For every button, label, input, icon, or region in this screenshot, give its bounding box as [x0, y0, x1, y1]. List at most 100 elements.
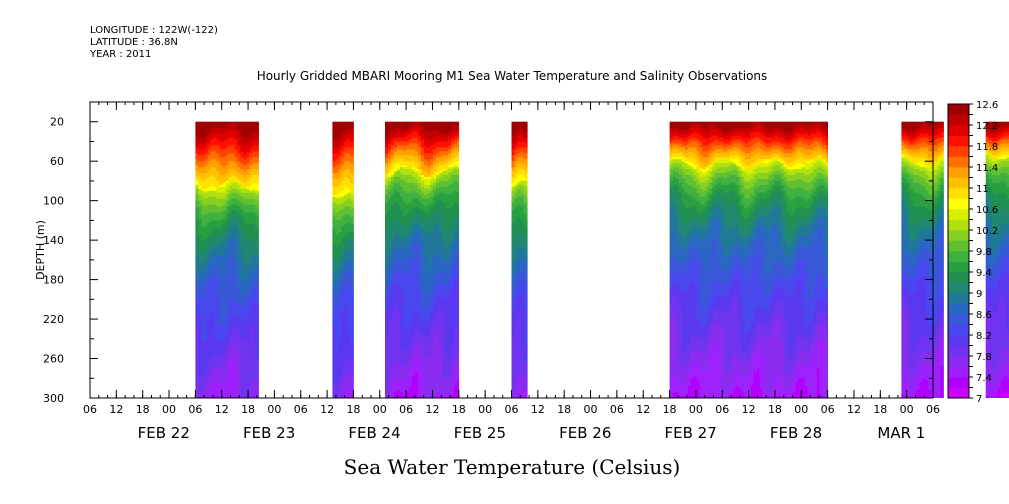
colorbar-label: 9	[976, 289, 982, 300]
colorbar-label: 11.8	[976, 142, 998, 153]
colorbar-swatch	[948, 114, 969, 126]
colorbar-swatch	[948, 230, 969, 241]
colorbar: 7 7.4 7.8 8.2 8.6 9 9.4 9.8 10.2 10.6 11 11.4 11.8 12…	[947, 100, 998, 405]
colorbar-label: 12.2	[976, 121, 998, 132]
colorbar-label: 8.2	[976, 331, 992, 342]
x-tick-label: 12	[847, 403, 861, 416]
data-segment	[511, 121, 528, 398]
colorbar-label: 10.6	[976, 205, 998, 216]
colorbar-swatch	[948, 240, 969, 252]
x-tick-label: 18	[346, 403, 360, 416]
day-label: FEB 25	[454, 424, 506, 442]
data-segment	[195, 121, 259, 399]
colorbar-swatch	[948, 282, 969, 294]
x-axis-title: Sea Water Temperature (Celsius)	[343, 455, 681, 479]
colorbar-swatch	[948, 209, 969, 220]
y-axis-label: DEPTH (m)	[34, 220, 47, 280]
x-tick-label: 00	[162, 403, 176, 416]
colorbar-swatch	[948, 366, 969, 378]
data-segment	[669, 121, 828, 399]
data-segment	[985, 121, 1009, 398]
x-tick-label: 00	[267, 403, 281, 416]
data-segment	[332, 121, 354, 398]
colorbar-swatch	[948, 314, 969, 325]
data-segment	[385, 121, 460, 398]
x-tick-label: 06	[926, 403, 940, 416]
day-label: FEB 22	[138, 424, 190, 442]
x-tick-label: 00	[900, 403, 914, 416]
colorbar-swatch	[948, 345, 969, 357]
day-label: FEB 23	[243, 424, 295, 442]
colorbar-label: 10.2	[976, 226, 998, 237]
x-tick-label: 00	[478, 403, 492, 416]
y-tick-label: 260	[43, 353, 64, 366]
colorbar-swatch	[948, 104, 969, 115]
x-tick-label: 06	[505, 403, 519, 416]
x-tick-label: 00	[584, 403, 598, 416]
colorbar-label: 8.6	[976, 310, 992, 321]
x-tick-label: 06	[188, 403, 202, 416]
x-tick-label: 06	[715, 403, 729, 416]
longitude-label: LONGITUDE : 122W(-122)	[90, 25, 218, 36]
chart-title: Hourly Gridded MBARI Mooring M1 Sea Wate…	[256, 69, 768, 83]
colorbar-swatch	[948, 198, 969, 210]
year-label: YEAR : 2011	[90, 49, 152, 60]
x-tick-label: 12	[320, 403, 334, 416]
x-tick-label: 18	[241, 403, 255, 416]
latitude-label: LATITUDE : 36.8N	[90, 37, 178, 48]
x-tick-label: 12	[109, 403, 123, 416]
day-label: FEB 26	[559, 424, 611, 442]
colorbar-label: 7	[976, 394, 982, 405]
y-tick-label: 100	[43, 195, 64, 208]
colorbar-swatch	[948, 156, 969, 168]
day-label: FEB 28	[770, 424, 822, 442]
colorbar-label: 9.8	[976, 247, 992, 258]
x-tick-label: 18	[873, 403, 887, 416]
colorbar-label: 7.4	[976, 373, 992, 384]
colorbar-swatch	[948, 177, 969, 189]
colorbar-swatch	[948, 303, 969, 315]
x-tick-label: 00	[689, 403, 703, 416]
x-tick-label: 06	[399, 403, 413, 416]
x-tick-label: 12	[636, 403, 650, 416]
y-tick-label: 180	[43, 274, 64, 287]
colorbar-swatch	[948, 356, 969, 367]
colorbar-swatch	[948, 335, 969, 346]
x-tick-label: 06	[821, 403, 835, 416]
x-tick-label: 12	[425, 403, 439, 416]
x-tick-label: 18	[663, 403, 677, 416]
y-tick-label: 300	[43, 392, 64, 405]
colorbar-swatch	[948, 387, 969, 399]
y-tick-label: 20	[50, 116, 64, 129]
day-label: FEB 24	[348, 424, 400, 442]
colorbar-swatch	[948, 125, 969, 136]
x-tick-label: 06	[610, 403, 624, 416]
colorbar-swatch	[948, 135, 969, 147]
y-tick-label: 220	[43, 313, 64, 326]
colorbar-swatch	[948, 251, 969, 262]
x-tick-label: 06	[294, 403, 308, 416]
colorbar-label: 12.6	[976, 100, 998, 111]
colorbar-swatch	[948, 146, 969, 157]
colorbar-swatch	[948, 261, 969, 273]
x-tick-label: 18	[136, 403, 150, 416]
colorbar-label: 9.4	[976, 268, 992, 279]
colorbar-swatch	[948, 167, 969, 178]
x-tick-label: 12	[742, 403, 756, 416]
colorbar-swatch	[948, 324, 969, 336]
colorbar-swatch	[948, 293, 969, 304]
x-tick-label: 12	[215, 403, 229, 416]
y-tick-label: 140	[43, 234, 64, 247]
x-tick-label: 00	[373, 403, 387, 416]
colorbar-swatch	[948, 219, 969, 231]
x-tick-label: 12	[531, 403, 545, 416]
day-label: MAR 1	[877, 424, 925, 442]
x-tick-label: 06	[83, 403, 97, 416]
data-segment	[901, 121, 944, 399]
colorbar-swatch	[948, 188, 969, 199]
metadata-block: LONGITUDE : 122W(-122) LATITUDE : 36.8N …	[90, 25, 218, 61]
y-tick-label: 60	[50, 155, 64, 168]
x-tick-label: 18	[768, 403, 782, 416]
y-axis-ticks	[90, 101, 933, 399]
